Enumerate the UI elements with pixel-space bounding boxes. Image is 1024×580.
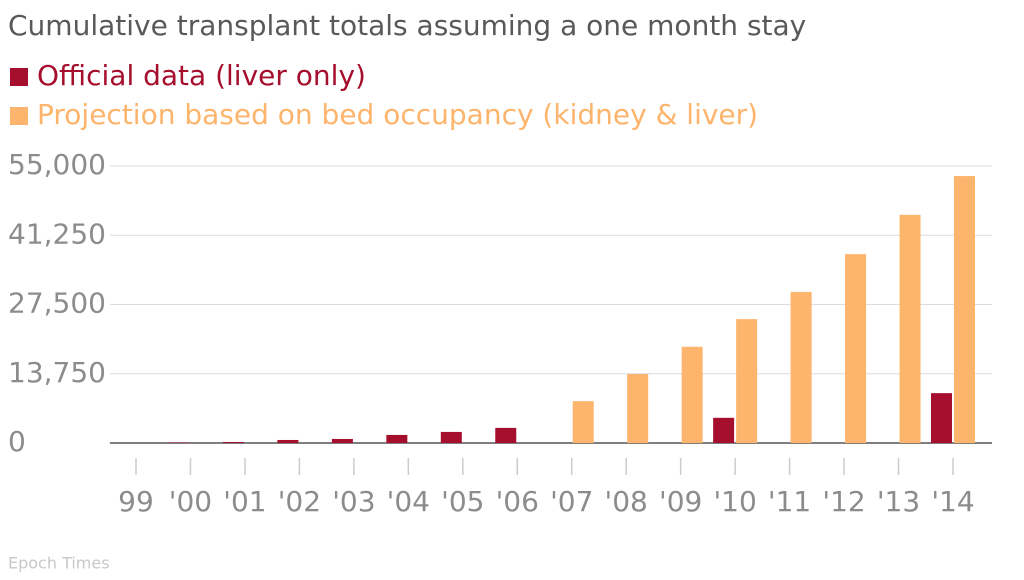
legend-swatch [10, 68, 28, 86]
x-tick-label: '05 [441, 485, 484, 518]
x-tick-label: '10 [713, 485, 756, 518]
legend-swatch [10, 107, 28, 125]
x-tick-label: '11 [768, 485, 811, 518]
x-tick-label: '08 [605, 485, 648, 518]
x-tick-label: '00 [169, 485, 212, 518]
y-tick-label: 13,750 [8, 356, 106, 389]
bar [386, 434, 408, 443]
bar [495, 427, 517, 443]
legend-label: Projection based on bed occupancy (kidne… [37, 98, 758, 131]
bar [331, 438, 353, 443]
x-tick-label: 99 [118, 485, 154, 518]
x-tick-label: '03 [332, 485, 375, 518]
x-tick-label: '02 [278, 485, 321, 518]
bar [222, 441, 244, 443]
x-tick-label: '09 [659, 485, 702, 518]
x-tick-label: '12 [822, 485, 865, 518]
y-tick-label: 27,500 [8, 287, 106, 320]
source: Epoch Times [8, 554, 110, 573]
y-tick-label: 55,000 [8, 148, 106, 181]
bar [277, 439, 299, 443]
x-tick-label: '06 [496, 485, 539, 518]
bar [845, 254, 867, 443]
chart-title: Cumulative transplant totals assuming a … [8, 9, 806, 42]
x-tick-label: '04 [387, 485, 430, 518]
bar [681, 346, 703, 443]
bar [572, 401, 594, 443]
bar [899, 214, 921, 443]
bar [168, 442, 190, 443]
x-tick-label: '07 [550, 485, 593, 518]
y-tick-label: 0 [8, 425, 26, 458]
bar [954, 176, 975, 443]
x-tick-label: '13 [877, 485, 920, 518]
x-tick-label: '01 [223, 485, 266, 518]
y-tick-label: 41,250 [8, 217, 106, 250]
x-tick-label: '14 [931, 485, 974, 518]
bar [736, 319, 758, 443]
bar [440, 431, 462, 443]
bar [790, 291, 812, 443]
legend-label: Official data (liver only) [37, 59, 366, 92]
bar [931, 393, 952, 443]
bar [713, 417, 735, 443]
bar [627, 374, 649, 443]
